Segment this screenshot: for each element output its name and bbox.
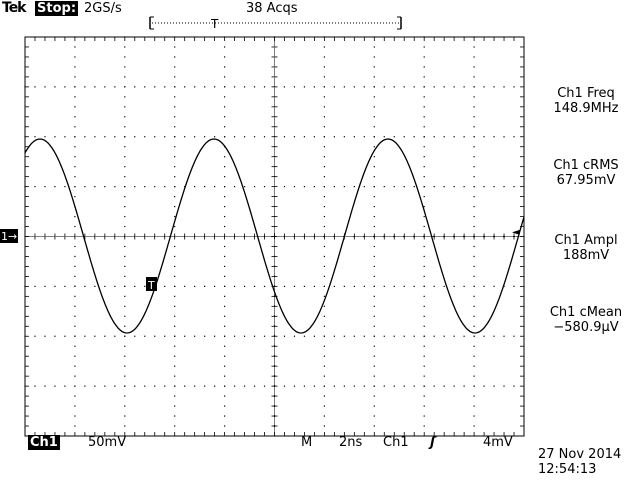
date-readout: 27 Nov 2014 (538, 447, 622, 462)
timebase-mode: M (301, 435, 313, 450)
brand-logo: Tek (2, 0, 26, 16)
trigger-point-label: T (147, 279, 155, 292)
measurement-ampl: Ch1 Ampl 188mV (538, 233, 634, 263)
channel-label: Ch1 (28, 435, 60, 450)
time-readout: 12:54:13 (538, 462, 597, 477)
run-state-badge: Stop: (35, 1, 79, 16)
measurement-freq: Ch1 Freq 148.9MHz (538, 86, 634, 116)
trigger-position-marker: T (210, 17, 219, 31)
measurement-crms: Ch1 cRMS 67.95mV (538, 158, 634, 188)
time-per-div: 2ns (339, 435, 363, 450)
measurement-value: 148.9MHz (553, 101, 619, 116)
measurement-cmean: Ch1 cMean −580.9µV (538, 305, 634, 335)
measurement-label: Ch1 cRMS (553, 158, 619, 173)
measurement-label: Ch1 Freq (557, 86, 615, 101)
channel1-marker (0, 229, 18, 243)
acquisition-count: 38 Acqs (246, 1, 298, 16)
measurement-value: 188mV (562, 248, 610, 263)
trigger-point-marker (146, 277, 157, 291)
trigger-source: Ch1 (383, 435, 409, 450)
volts-per-div: 50mV (88, 435, 127, 450)
trigger-slope-icon: ʃ (430, 435, 436, 450)
measurement-label: Ch1 cMean (549, 305, 623, 320)
ch1-waveform (24, 138, 525, 334)
record-position-bar (149, 16, 402, 30)
measurement-label: Ch1 Ampl (554, 233, 618, 248)
graticule-grid (24, 36, 524, 436)
sample-rate: 2GS/s (84, 1, 122, 16)
channel1-marker-label: 1→ (1, 230, 17, 243)
measurement-value: 67.95mV (556, 173, 616, 188)
trigger-level: 4mV (483, 435, 513, 450)
trigger-level-marker: ◄ (512, 227, 520, 238)
measurement-value: −580.9µV (553, 320, 619, 335)
